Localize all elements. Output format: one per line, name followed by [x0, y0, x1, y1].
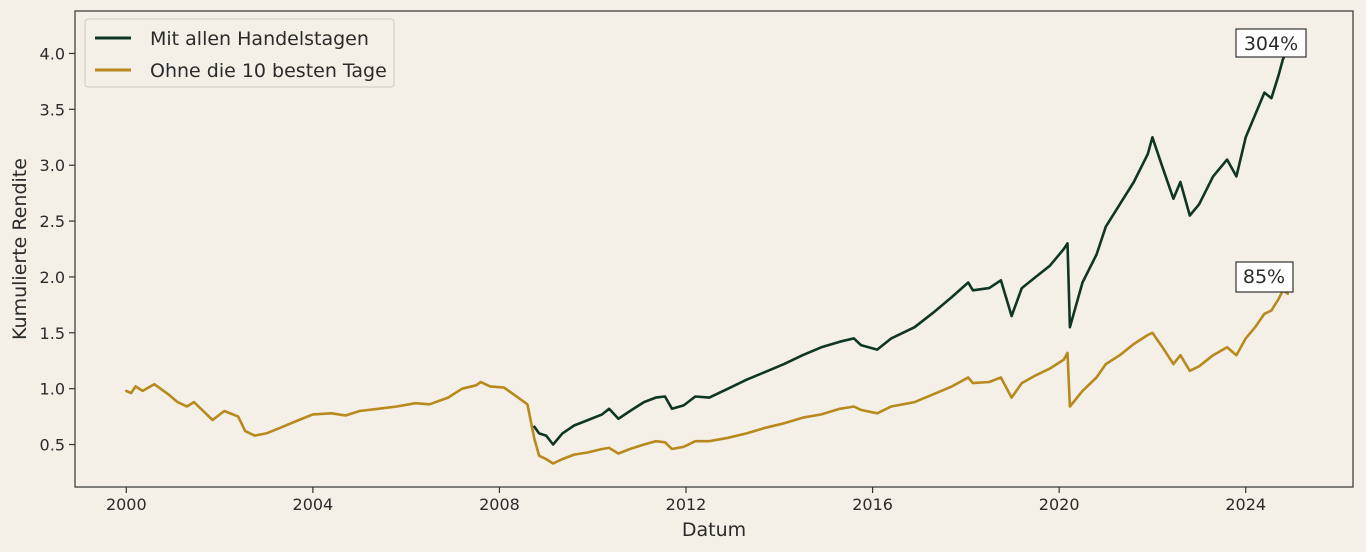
y-tick-label: 4.0 — [40, 44, 65, 63]
axes-layer: 2000 2004 2008 2012 2016 2020 2024 0.5 1.0 1.5 2.0… — [40, 44, 1267, 514]
series-line-1 — [125, 288, 1289, 465]
plot-area — [74, 10, 1354, 488]
x-tick-label: 2012 — [666, 495, 707, 514]
annotation-label-0: 304% — [1244, 33, 1298, 55]
series-layer — [125, 49, 1289, 465]
series-line-0 — [533, 49, 1289, 446]
y-tick-label: 1.5 — [40, 324, 65, 343]
annotation-box-1 — [1235, 261, 1294, 293]
y-tick-label: 2.5 — [40, 212, 65, 231]
y-tick-label: 1.0 — [40, 380, 65, 399]
y-tick-label: 2.0 — [40, 268, 65, 287]
x-tick-label: 2008 — [479, 495, 520, 514]
x-tick-label: 2016 — [852, 495, 893, 514]
x-tick-label: 2004 — [293, 495, 334, 514]
y-tick-label: 0.5 — [40, 436, 65, 455]
annotation-series-1: 85% — [1235, 261, 1294, 293]
legend-label-1: Ohne die 10 besten Tage — [150, 60, 387, 82]
annotation-series-0: 304% — [1235, 28, 1307, 58]
x-tick-label: 2020 — [1039, 495, 1080, 514]
y-tick-label: 3.5 — [40, 100, 65, 119]
x-tick-label: 2024 — [1225, 495, 1266, 514]
x-tick-label: 2000 — [106, 495, 147, 514]
annotation-box-0 — [1235, 28, 1307, 58]
x-axis-title: Datum — [682, 519, 746, 541]
legend: Mit allen Handelstagen Ohne die 10 beste… — [84, 18, 395, 88]
annotation-label-1: 85% — [1243, 266, 1285, 288]
y-tick-label: 3.0 — [40, 156, 65, 175]
legend-box — [84, 18, 395, 88]
y-axis-title: Kumulierte Rendite — [9, 158, 31, 340]
legend-label-0: Mit allen Handelstagen — [150, 28, 369, 50]
